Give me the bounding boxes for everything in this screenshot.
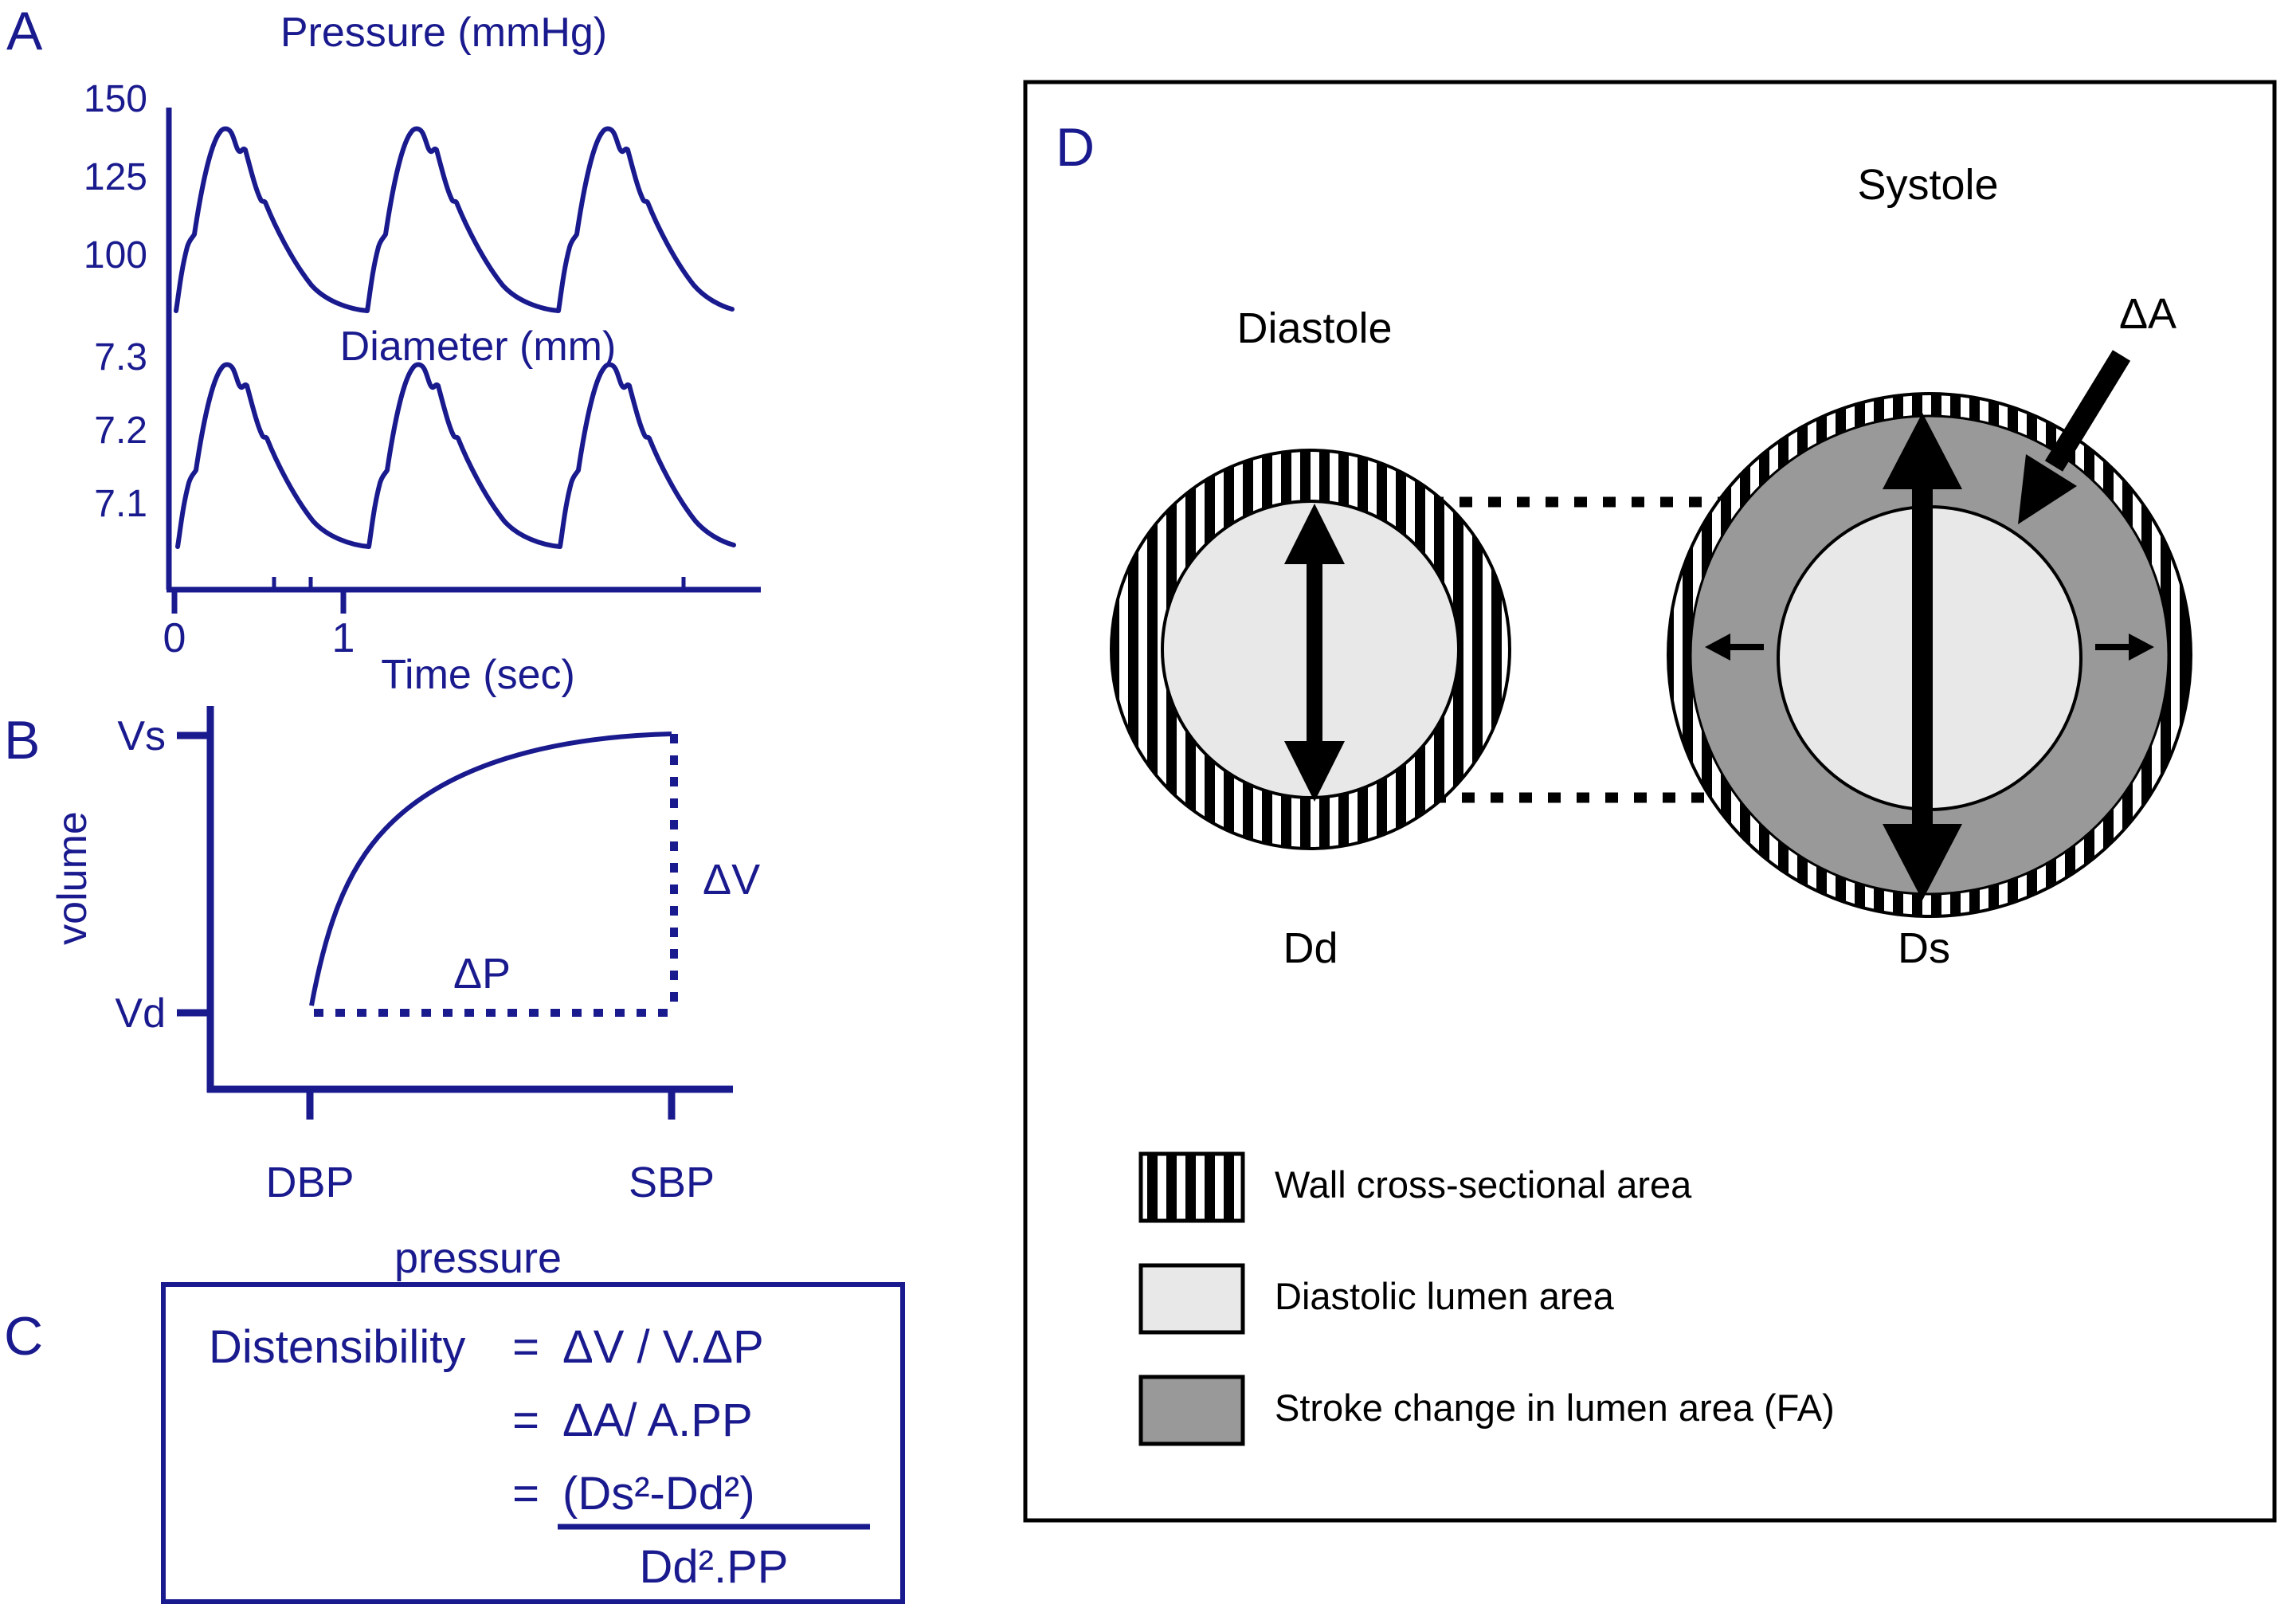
diameter-title: Diameter (mm) <box>340 324 617 370</box>
delta-a-arrow-shaft <box>2044 350 2131 472</box>
equals-sign-2: = <box>512 1394 539 1446</box>
delta-v-label: ΔV <box>703 856 760 904</box>
sbp-label: SBP <box>629 1159 715 1206</box>
diastole-diameter-arrow <box>1284 504 1345 802</box>
pressure-tick-100: 100 <box>84 234 147 277</box>
vs-label: Vs <box>117 713 166 759</box>
delta-a-arrow-head <box>2018 454 2077 524</box>
formula-denominator: Dd².PP <box>640 1541 789 1593</box>
delta-p-label: ΔP <box>453 950 511 998</box>
legend-swatch-diastolic-lumen <box>1138 1263 1245 1335</box>
legend: Wall cross-sectional area Diastolic lume… <box>1138 1151 1835 1446</box>
systole-diameter-arrow <box>1883 413 1962 900</box>
legend-swatch-stroke-change <box>1138 1375 1245 1446</box>
formula-rhs-2: ΔA/ A.PP <box>562 1394 753 1446</box>
diastole-label: Diastole <box>1236 304 1392 352</box>
formula-box <box>161 1282 905 1604</box>
expansion-arrow-left <box>1705 633 1764 661</box>
panel-b: B Vs Vd volume ΔP ΔV DBP SBP pressure <box>4 706 760 1282</box>
systole-vessel <box>1667 392 2192 918</box>
dd-label: Dd <box>1283 924 1338 972</box>
delta-a-label: ΔA <box>2119 290 2176 338</box>
panel-a: A Pressure (mmHg) 150 125 100 Diameter (… <box>6 1 761 698</box>
diameter-tick-7-1: 7.1 <box>94 483 147 525</box>
panel-d-label: D <box>1056 117 1095 178</box>
diastole-arrow-head-up <box>1284 504 1345 564</box>
time-axis-label: Time (sec) <box>381 652 575 698</box>
time-tick-1: 1 <box>332 615 355 661</box>
systole-arrow-head-down <box>1883 824 1962 900</box>
dbp-label: DBP <box>265 1159 354 1206</box>
pressure-tick-150: 150 <box>84 78 147 120</box>
diastole-vessel <box>1110 449 1511 850</box>
panel-d: D Systole Diastole ΔA <box>1023 80 2277 1523</box>
panel-b-label: B <box>4 710 40 771</box>
systole-label: Systole <box>1857 161 1998 209</box>
ds-label: Ds <box>1898 924 1950 972</box>
legend-label-diastolic-lumen: Diastolic lumen area <box>1275 1275 1615 1317</box>
formula-numerator: (Ds²-Dd²) <box>562 1468 755 1520</box>
volume-axis-label: volume <box>49 811 96 945</box>
distensibility-term: Distensibility <box>209 1321 465 1373</box>
delta-a-arrow <box>2018 350 2131 524</box>
systole-arrow-head-up <box>1883 413 1962 489</box>
pressure-volume-curve <box>309 731 672 1006</box>
legend-label-stroke-change: Stroke change in lumen area (FA) <box>1275 1386 1835 1429</box>
time-tick-0: 0 <box>163 615 186 661</box>
vd-label: Vd <box>115 990 166 1037</box>
pressure-title: Pressure (mmHg) <box>280 10 607 56</box>
panel-a-label: A <box>6 1 43 61</box>
diameter-tick-7-3: 7.3 <box>94 336 147 378</box>
legend-swatch-wall <box>1138 1151 1245 1223</box>
equals-sign-3: = <box>512 1468 539 1520</box>
legend-label-wall: Wall cross-sectional area <box>1275 1163 1692 1206</box>
expansion-arrow-right <box>2095 633 2154 661</box>
diastole-arrow-head-down <box>1284 741 1345 802</box>
equals-sign-1: = <box>512 1321 539 1373</box>
pressure-axis-label: pressure <box>394 1234 562 1282</box>
panel-c: C Distensibility = ΔV / V.ΔP = ΔA/ A.PP … <box>4 1282 905 1604</box>
expansion-arrow-right-head <box>2129 633 2154 661</box>
diameter-tick-7-2: 7.2 <box>94 410 147 452</box>
formula-rhs-1: ΔV / V.ΔP <box>562 1321 764 1373</box>
pressure-tick-125: 125 <box>84 156 147 198</box>
expansion-arrow-left-head <box>1705 633 1730 661</box>
panel-c-label: C <box>4 1306 43 1367</box>
